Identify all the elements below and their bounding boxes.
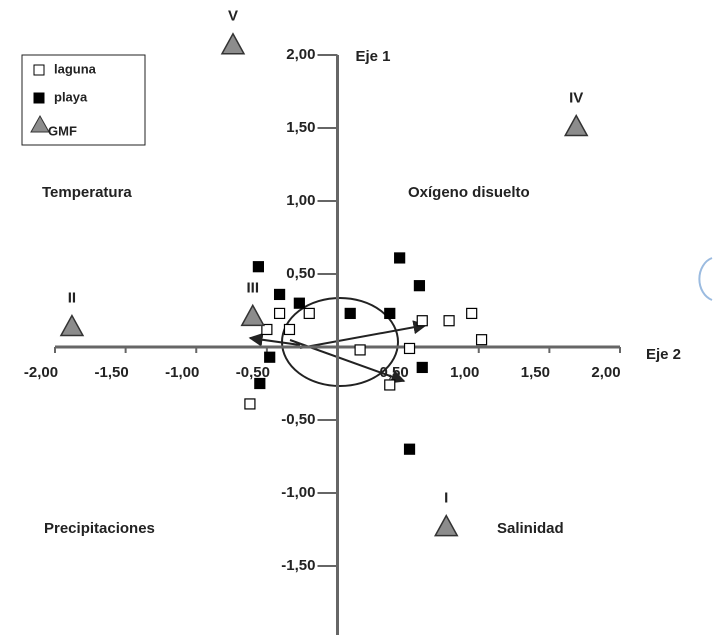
laguna-point xyxy=(466,307,478,320)
x-axis-label: Eje 2 xyxy=(646,346,681,363)
point-label: II xyxy=(68,290,76,307)
gmf-point xyxy=(220,32,246,55)
series-0 xyxy=(244,307,488,410)
playa-point xyxy=(416,361,428,374)
laguna-point xyxy=(244,398,256,410)
gmf-point xyxy=(433,514,459,537)
gmf-point xyxy=(240,303,266,327)
laguna-point xyxy=(384,379,396,391)
point-label: I xyxy=(444,490,448,507)
playa-point xyxy=(273,288,286,301)
playa-point xyxy=(394,252,406,264)
laguna-point xyxy=(475,334,488,346)
x-tick-label: 0,50 xyxy=(380,364,409,381)
point-label: III xyxy=(246,279,259,296)
y-tick-label: 0,50 xyxy=(286,265,315,282)
x-tick-label: -2,00 xyxy=(24,364,58,381)
laguna-point xyxy=(443,315,455,327)
quadrant-annotation: Salinidad xyxy=(497,520,564,537)
legend-marker xyxy=(33,92,45,104)
laguna-point xyxy=(416,315,428,327)
vector-arrow xyxy=(248,332,301,347)
y-axis-label: Eje 1 xyxy=(356,48,391,65)
x-tick-label: -1,50 xyxy=(95,364,129,381)
gmf-point xyxy=(59,314,85,337)
y-tick-label: -1,00 xyxy=(281,484,315,501)
y-tick-label: -1,50 xyxy=(281,557,315,574)
quadrant-annotation: Precipitaciones xyxy=(44,520,155,537)
y-tick-label: -0,50 xyxy=(281,411,315,428)
x-tick-label: 2,00 xyxy=(591,364,620,381)
playa-point xyxy=(413,280,426,292)
playa-point xyxy=(254,377,266,390)
playa-point xyxy=(293,297,305,309)
point-label: IV xyxy=(569,90,583,107)
laguna-point xyxy=(403,342,416,355)
y-tick-label: 1,50 xyxy=(286,119,315,136)
series-1 xyxy=(252,252,428,455)
playa-point xyxy=(344,307,356,320)
legend-label: playa xyxy=(54,89,88,104)
laguna-point xyxy=(283,323,296,336)
playa-point xyxy=(403,443,416,455)
edge-arc xyxy=(698,257,713,301)
playa-point xyxy=(264,351,276,363)
legend-label: laguna xyxy=(54,61,97,76)
y-tick-label: 2,00 xyxy=(286,46,315,63)
vector-arrow xyxy=(299,320,428,349)
laguna-point xyxy=(354,344,366,356)
x-tick-label: 1,50 xyxy=(521,364,550,381)
gmf-point xyxy=(563,113,589,137)
point-label: V xyxy=(228,8,238,25)
quadrant-annotation: Oxígeno disuelto xyxy=(408,184,530,201)
laguna-point xyxy=(273,307,286,320)
laguna-point xyxy=(303,307,315,320)
legend-label: GMF xyxy=(48,123,77,138)
x-tick-label: -0,50 xyxy=(236,364,270,381)
quadrant-annotation: Temperatura xyxy=(42,184,132,201)
x-tick-label: 1,00 xyxy=(450,364,479,381)
legend-marker xyxy=(30,114,50,133)
playa-point xyxy=(384,307,396,320)
laguna-point xyxy=(261,323,273,336)
legend-marker xyxy=(33,64,45,76)
playa-point xyxy=(252,261,264,273)
x-tick-label: -1,00 xyxy=(165,364,199,381)
y-tick-label: 1,00 xyxy=(286,192,315,209)
legend: laguna playa GMF xyxy=(30,61,97,138)
